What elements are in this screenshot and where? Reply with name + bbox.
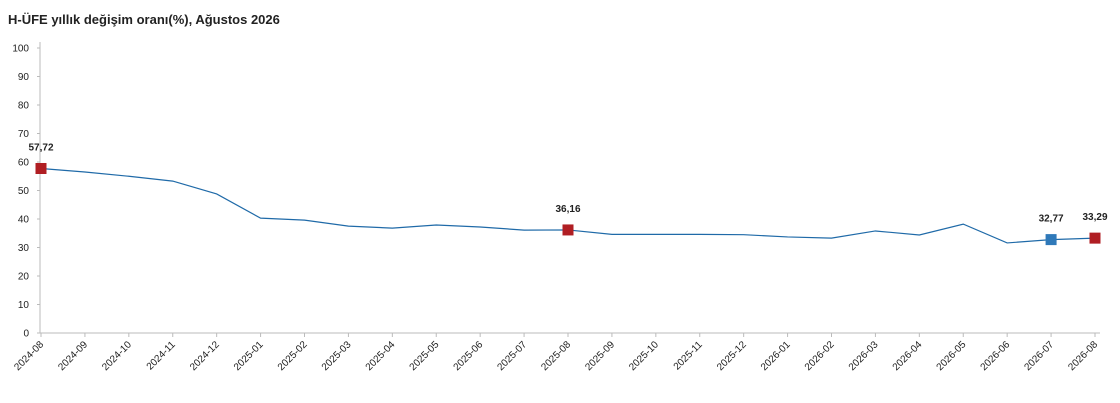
x-tick-label: 2024-12 [188,339,222,373]
x-tick-label: 2025-08 [539,339,573,373]
point-marker [1089,232,1101,244]
x-tick-label: 2025-11 [672,339,706,373]
y-tick-label: 10 [18,300,30,311]
x-tick-label: 2025-07 [495,339,529,373]
x-tick-label: 2024-11 [145,339,179,373]
x-tick-label: 2025-06 [452,339,486,373]
y-tick-label: 100 [12,44,29,55]
point-marker [1045,234,1057,246]
y-tick-label: 30 [18,243,30,254]
x-tick-label: 2024-09 [56,339,90,373]
y-tick-label: 0 [23,329,29,340]
x-tick-label: 2025-01 [232,339,266,373]
point-marker [35,162,47,174]
x-tick-label: 2025-09 [583,339,617,373]
y-tick-label: 40 [18,215,30,226]
x-tick-label: 2026-06 [979,339,1013,373]
y-tick-label: 90 [18,72,30,83]
x-tick-label: 2024-10 [100,339,134,373]
value-label: 33,29 [1082,212,1107,223]
x-tick-label: 2026-07 [1022,339,1056,373]
x-tick-label: 2026-03 [847,339,881,373]
x-tick-label: 2025-04 [364,339,398,373]
x-tick-label: 2026-08 [1066,339,1100,373]
y-tick-label: 70 [18,129,30,140]
x-tick-label: 2025-05 [408,339,442,373]
y-tick-label: 80 [18,101,30,112]
x-tick-label: 2025-12 [715,339,749,373]
value-label: 32,77 [1039,214,1064,225]
value-label: 36,16 [555,204,580,215]
point-marker [562,224,574,236]
y-tick-label: 60 [18,158,30,169]
chart-title: H-ÜFE yıllık değişim oranı(%), Ağustos 2… [8,12,280,27]
x-tick-label: 2026-01 [759,339,793,373]
x-tick-label: 2026-02 [803,339,837,373]
x-tick-label: 2025-10 [627,339,661,373]
value-label: 57,72 [28,142,53,153]
y-tick-label: 50 [18,186,30,197]
x-tick-label: 2026-05 [935,339,969,373]
x-tick-label: 2024-08 [12,339,46,373]
x-tick-label: 2025-03 [320,339,354,373]
x-tick-label: 2026-04 [891,339,925,373]
x-tick-label: 2025-02 [276,339,310,373]
y-tick-label: 20 [18,272,30,283]
